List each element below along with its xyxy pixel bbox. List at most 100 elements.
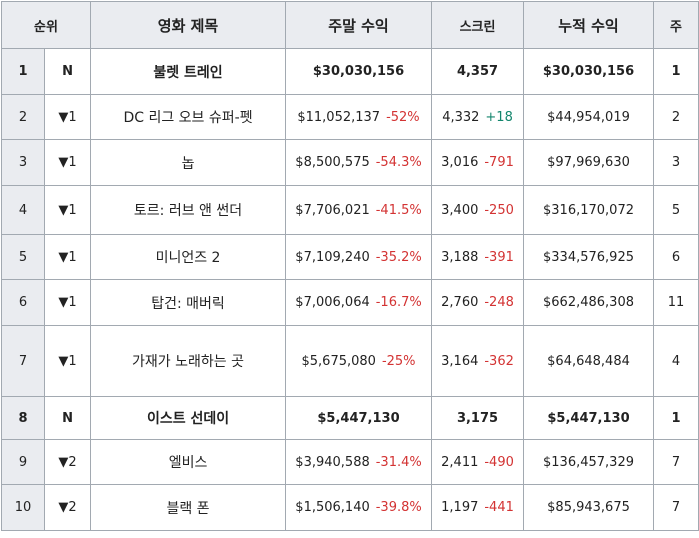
screen-delta: -250	[484, 202, 514, 218]
change-cell: ▼1	[43, 234, 92, 280]
weeks-value: 11	[667, 295, 685, 310]
weeks-value: 6	[671, 249, 681, 265]
movie-title: 탑건: 매버릭	[151, 295, 225, 312]
weekend-gross: $7,706,021	[295, 202, 370, 218]
rank-cell: 7	[1, 325, 45, 397]
weekend-change-pct: -52%	[386, 109, 420, 125]
screen-count: 3,175	[456, 410, 499, 426]
rank-cell: 6	[1, 279, 45, 326]
rank-cell: 2	[1, 94, 45, 140]
rank-change: ▼1	[58, 295, 77, 310]
weekend-change-pct: -54.3%	[375, 155, 422, 170]
rank-cell: 9	[1, 439, 45, 485]
weekend-cell: $7,706,021 -41.5%	[285, 185, 433, 235]
rank-change: ▼1	[58, 353, 77, 369]
weeks-cell: 3	[653, 139, 699, 186]
title-cell: 놉	[90, 139, 287, 186]
weekend-cell: $7,109,240 -35.2%	[285, 234, 433, 280]
weekend-cell: $1,506,140 -39.8%	[285, 484, 433, 531]
weeks-value: 1	[671, 64, 681, 79]
total-cell: $97,969,630	[523, 139, 655, 186]
weeks-cell: 5	[653, 185, 699, 235]
title-cell: 가재가 노래하는 곳	[90, 325, 287, 397]
screens-cell: 2,760 -248	[431, 279, 525, 326]
weekend-change-pct: -39.8%	[375, 500, 422, 515]
rank-cell: 8	[1, 396, 45, 440]
title-cell: 미니언즈 2	[90, 234, 287, 280]
weeks-value: 1	[671, 410, 681, 426]
screen-count: 1,197	[441, 500, 479, 515]
table-row: 7 ▼1 가재가 노래하는 곳 $5,675,080 -25% 3,164 -362 $64,…	[1, 325, 699, 397]
change-cell: ▼1	[43, 94, 92, 140]
movie-title: 미니언즈 2	[155, 250, 221, 266]
weekend-cell: $3,940,588 -31.4%	[285, 439, 433, 485]
header-row: 순위 영화 제목 주말 수익 스크린 누적 수익 주	[0, 1, 699, 49]
weeks-cell: 6	[653, 234, 699, 280]
weeks-value: 7	[671, 454, 681, 470]
movie-title: 토르: 러브 앤 썬더	[133, 203, 243, 219]
weekend-gross: $11,052,137	[297, 109, 381, 125]
screen-count: 4,357	[456, 64, 499, 79]
table-row: 5 ▼1 미니언즈 2 $7,109,240 -35.2% 3,188 -391 $334,5…	[1, 234, 699, 280]
header-title: 영화 제목	[90, 1, 287, 49]
rank-value: 2	[18, 109, 28, 125]
weeks-cell: 2	[653, 94, 699, 140]
screen-count: 2,411	[441, 454, 479, 470]
weekend-cell: $5,447,130	[285, 396, 433, 440]
total-gross: $334,576,925	[543, 249, 634, 265]
change-cell: N	[43, 396, 92, 440]
screens-cell: 4,332 +18	[431, 94, 525, 140]
table-row: 6 ▼1 탑건: 매버릭 $7,006,064 -16.7% 2,760 -248 $662,…	[1, 279, 699, 326]
total-cell: $316,170,072	[523, 185, 655, 235]
change-cell: ▼2	[43, 439, 92, 485]
rank-cell: 3	[1, 139, 45, 186]
total-gross: $136,457,329	[543, 454, 634, 470]
screen-delta: -441	[484, 500, 514, 515]
weeks-cell: 4	[653, 325, 699, 397]
screens-cell: 1,197 -441	[431, 484, 525, 531]
movie-title: 가재가 노래하는 곳	[132, 354, 244, 370]
weekend-change-pct: -25%	[381, 353, 416, 369]
weekend-cell: $30,030,156	[285, 48, 433, 95]
table-row: 1 N 불렛 트레인 $30,030,156 4,357 $30,030,156 1	[1, 48, 699, 95]
table-row: 4 ▼1 토르: 러브 앤 썬더 $7,706,021 -41.5% 3,400 -250 $…	[1, 185, 699, 235]
screen-delta: -791	[484, 155, 514, 170]
weeks-value: 2	[671, 109, 681, 125]
weekend-gross: $5,675,080	[301, 353, 376, 369]
total-cell: $5,447,130	[523, 396, 655, 440]
change-cell: ▼1	[43, 279, 92, 326]
title-cell: 이스트 선데이	[90, 396, 287, 440]
screen-delta: -391	[484, 249, 514, 265]
header-total: 누적 수익	[523, 1, 655, 49]
weeks-cell: 7	[653, 484, 699, 531]
screen-delta: -490	[484, 454, 514, 470]
weeks-cell: 7	[653, 439, 699, 485]
movie-title: DC 리그 오브 슈퍼-펫	[123, 110, 253, 126]
screen-count: 3,164	[441, 353, 479, 369]
weekend-change-pct: -35.2%	[375, 249, 422, 265]
weekend-gross: $5,447,130	[317, 410, 400, 426]
table-row: 10 ▼2 블랙 폰 $1,506,140 -39.8% 1,197 -441 $85,943…	[1, 484, 699, 531]
weekend-cell: $7,006,064 -16.7%	[285, 279, 433, 326]
header-screens: 스크린	[431, 1, 525, 49]
rank-value: 1	[18, 64, 28, 79]
total-gross: $85,943,675	[547, 500, 630, 515]
rank-change: N	[62, 64, 73, 79]
title-cell: 불렛 트레인	[90, 48, 287, 95]
rank-value: 6	[18, 295, 28, 310]
screen-count: 4,332	[442, 109, 480, 125]
rank-change: ▼2	[58, 454, 77, 470]
total-gross: $5,447,130	[547, 410, 630, 426]
total-cell: $334,576,925	[523, 234, 655, 280]
screens-cell: 3,175	[431, 396, 525, 440]
title-cell: 블랙 폰	[90, 484, 287, 531]
weekend-gross: $1,506,140	[295, 500, 370, 515]
screens-cell: 3,164 -362	[431, 325, 525, 397]
screen-delta: +18	[485, 109, 513, 125]
weeks-value: 7	[671, 500, 681, 515]
rank-change: ▼2	[58, 500, 77, 515]
rank-change: N	[62, 410, 73, 426]
weeks-cell: 1	[653, 48, 699, 95]
weeks-cell: 1	[653, 396, 699, 440]
rank-value: 5	[18, 249, 28, 265]
